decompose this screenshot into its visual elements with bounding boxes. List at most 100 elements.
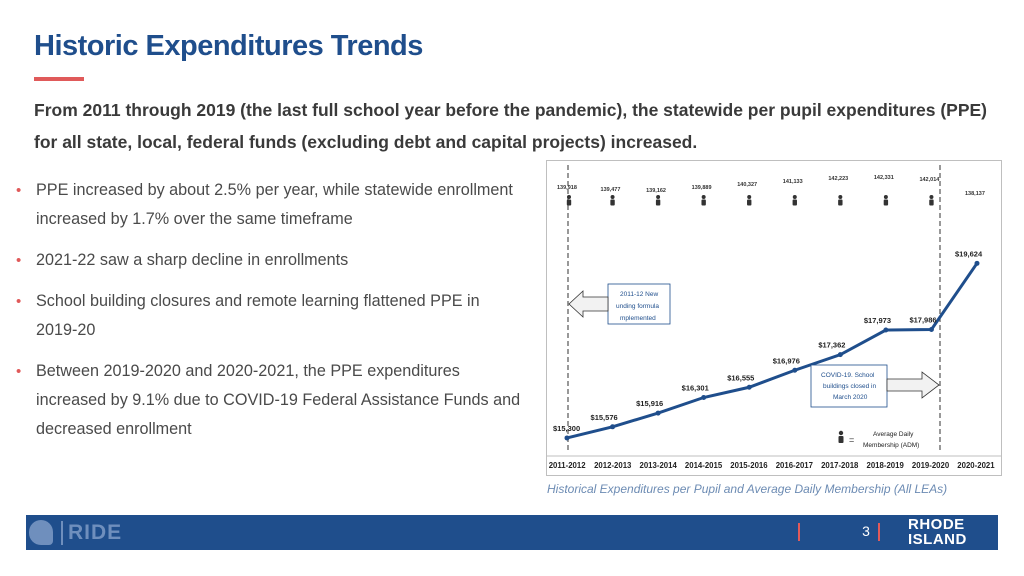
person-icon [701,195,706,199]
person-icon [792,199,797,206]
ppe-data-point [928,326,934,332]
legend-person-icon [838,436,844,443]
funding-formula-callout-text: unding formula [616,303,659,310]
adm-data-label: 139,889 [692,185,712,191]
x-axis-tick-label: 2018-2019 [867,461,905,470]
covid-callout-text: COVID-19. School [821,372,875,379]
person-icon [610,199,615,206]
person-icon [838,195,843,199]
bullet-list: • PPE increased by about 2.5% per year, w… [14,176,524,456]
slide-title: Historic Expenditures Trends [34,30,423,62]
x-axis-tick-label: 2011-2012 [549,461,587,470]
ppe-data-point [610,424,616,430]
person-icon [929,195,934,199]
rhode-island-state-icon [29,520,53,545]
bullet-text: 2021-22 saw a sharp decline in enrollmen… [36,251,349,269]
person-icon [610,195,615,199]
covid-callout-text: buildings closed in [823,383,877,390]
slide-subtitle: From 2011 through 2019 (the last full sc… [34,100,987,152]
ppe-data-label: $16,555 [727,373,754,382]
x-axis-tick-label: 2012-2013 [594,461,632,470]
ppe-data-point [746,384,752,390]
adm-data-label: 139,477 [601,187,621,193]
covid-callout [810,364,888,408]
ppe-data-label: $16,301 [682,384,709,393]
funding-formula-arrow [568,290,609,318]
adm-data-label: 142,331 [874,175,894,181]
person-icon [792,195,797,199]
funding-formula-callout-text: mplemented [620,315,656,322]
bullet-item: • 2021-22 saw a sharp decline in enrollme… [14,246,524,275]
person-icon [655,199,661,206]
expenditure-chart: $15,300 $15,576 $15,916 $16,301 $16,555 $16,9… [546,160,1002,476]
adm-data-label: 138,137 [965,191,985,197]
bullet-text: School building closures and remote lear… [36,292,480,339]
legend-person-icon [838,430,844,436]
ppe-data-label: $17,973 [864,316,891,325]
ppe-data-point [655,410,661,416]
ppe-data-label: $17,362 [818,341,845,350]
legend-label: Average Daily [873,431,914,438]
adm-data-label: 142,223 [828,176,848,182]
page-number-left-tick [798,523,800,541]
title-accent-bar [34,77,84,81]
person-icon [701,199,706,206]
ppe-data-label: $15,916 [636,399,663,408]
bullet-icon: • [16,293,22,310]
page-number-right-tick [878,523,880,541]
chart-caption: Historical Expenditures per Pupil and Av… [547,482,948,496]
bullet-item: • Between 2019-2020 and 2020-2021, the PP… [14,357,524,444]
bullet-item: • School building closures and remote lea… [14,287,524,345]
x-axis-tick-label: 2014-2015 [685,461,723,470]
covid-callout-text: March 2020 [833,394,868,401]
ppe-data-label: $15,576 [591,413,618,422]
ppe-data-point [837,352,843,358]
x-axis-tick-label: 2016-2017 [776,461,813,470]
ride-logo-text: RIDE [68,521,123,544]
legend-label: Membership (ADM) [863,442,919,449]
expenditure-chart-svg: $15,300 $15,576 $15,916 $16,301 $16,555 $16,9… [547,165,1001,470]
ppe-data-point [792,367,798,373]
adm-data-label: 139,918 [557,185,577,191]
bullet-icon: • [16,363,22,380]
x-axis-tick-label: 2013-2014 [640,461,678,470]
ppe-data-point [701,395,707,401]
ppe-data-point [974,260,980,266]
person-icon [929,199,934,206]
ppe-data-label: $16,976 [773,356,800,365]
wordmark-line-1: RHODE [908,516,965,533]
ppe-data-point [883,327,889,333]
person-icon [567,195,571,199]
x-axis-tick-label: 2020-2021 [957,461,995,470]
person-icon [838,199,843,206]
rhode-island-wordmark: RHODE ISLAND [908,517,967,547]
ride-logo: RIDE [26,515,176,550]
person-icon [656,195,661,199]
person-icon [566,199,572,206]
bullet-text: PPE increased by about 2.5% per year, wh… [36,181,513,228]
person-icon [747,199,752,206]
adm-data-label: 139,162 [646,188,666,194]
footer-bar: RIDE 3 RHODE ISLAND [26,515,998,550]
ppe-data-point [564,435,570,441]
covid-arrow [886,371,940,399]
wordmark-line-2: ISLAND [908,531,967,548]
logo-divider [61,521,63,545]
person-icon [883,199,889,206]
x-axis-tick-label: 2019-2020 [912,461,950,470]
adm-data-label: 142,014 [919,177,940,183]
bullet-item: • PPE increased by about 2.5% per year, w… [14,176,524,234]
adm-data-label: 141,133 [783,179,803,185]
x-axis-tick-label: 2015-2016 [730,461,768,470]
funding-formula-callout [607,283,671,325]
x-axis-tick-label: 2017-2018 [821,461,859,470]
adm-data-label: 140,327 [737,182,757,188]
bullet-icon: • [16,182,22,199]
person-icon [883,195,888,199]
ppe-data-label: $15,300 [553,424,580,433]
legend-equals: = [849,435,854,445]
funding-formula-callout-text: 2011-12 New [620,291,658,298]
ppe-data-label: $17,986 [909,315,936,324]
person-icon [747,195,752,199]
ppe-data-label: $19,624 [955,249,983,258]
